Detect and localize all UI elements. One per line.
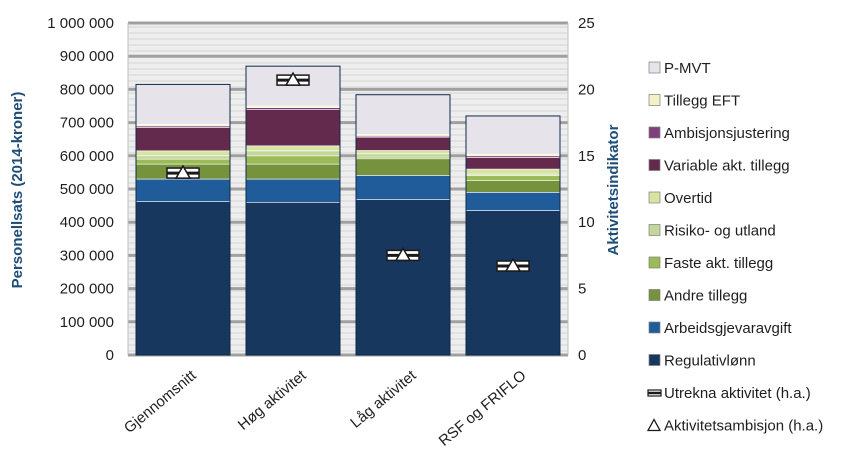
y-tick-label: 600 000 <box>60 148 114 165</box>
legend-label: Aktivitetsambisjon (h.a.) <box>664 418 823 435</box>
bar-segment <box>135 158 231 165</box>
bar-segment <box>355 153 451 158</box>
y2-axis-ticks: 0 5 10 15 20 25 <box>578 15 595 364</box>
bar-outline <box>245 65 341 356</box>
bar-segment <box>245 178 341 203</box>
marker-aktivitetsambisjon <box>284 71 302 86</box>
legend-label: Variable akt. tillegg <box>664 158 790 175</box>
legend-swatch <box>648 94 661 106</box>
bar-segment <box>355 158 451 176</box>
marker-aktivitetsambisjon <box>394 246 412 262</box>
bar-segment <box>135 155 231 160</box>
bar-segment <box>355 150 451 155</box>
legend-label: Tillegg EFT <box>664 93 740 110</box>
y-tick-label: 500 000 <box>60 181 114 198</box>
y-axis-title: Personellsats (2014-kroner) <box>9 92 26 289</box>
y2-tick-label: 25 <box>578 15 595 32</box>
y-tick-label: 0 <box>106 347 114 364</box>
bar-outline <box>135 83 231 356</box>
bar-segment <box>245 109 341 147</box>
x-tick-label: Gjennomsnitt <box>121 367 200 437</box>
y-tick-label: 100 000 <box>60 314 114 331</box>
y-tick-label: 800 000 <box>60 81 114 98</box>
legend-swatch <box>648 191 661 204</box>
legend-swatch <box>648 224 661 236</box>
marker-aktivitetsambisjon <box>174 164 192 179</box>
y2-axis-title: Aktivitetsindikator <box>605 124 622 255</box>
legend-swatch <box>648 354 661 366</box>
y-tick-label: 700 000 <box>60 115 114 132</box>
y2-tick-label: 5 <box>578 281 586 298</box>
legend-label: P-MVT <box>664 60 711 77</box>
legend-swatch <box>648 61 661 74</box>
bar-segment <box>245 150 341 157</box>
bar-segment <box>245 145 341 152</box>
marker-aktivitetsambisjon <box>504 257 522 272</box>
bar-segment <box>355 94 451 135</box>
bar-segment <box>135 84 231 125</box>
bar-segment <box>465 168 561 175</box>
y2-tick-label: 20 <box>578 81 595 98</box>
bar-segment <box>465 175 561 182</box>
bar-segment <box>135 150 231 157</box>
bar-segment <box>135 178 231 202</box>
legend: P-MVT Tillegg EFT Ambisjonsjustering Variab… <box>646 60 823 435</box>
x-axis-ticks: Gjennomsnitt Høg aktivitet Låg aktivitet RS… <box>121 367 530 450</box>
bar-segment <box>465 157 561 170</box>
bar-segment <box>465 115 561 155</box>
bar-outline <box>465 115 561 356</box>
legend-label: Arbeidsgjevaravgift <box>664 320 792 337</box>
bar-segment <box>355 199 451 356</box>
bar-segment <box>465 180 561 193</box>
legend-swatch <box>648 126 661 139</box>
bar-segment <box>465 192 561 211</box>
y-tick-label: 300 000 <box>60 247 114 264</box>
bar-segment <box>465 210 561 356</box>
y-tick-label: 200 000 <box>60 281 114 298</box>
y2-tick-label: 10 <box>578 214 595 231</box>
legend-swatch <box>648 256 661 269</box>
x-tick-label: RSF og FRIFLO <box>436 367 530 450</box>
bar-segment <box>245 155 341 165</box>
x-tick-label: Låg aktivitet <box>347 367 420 432</box>
y-axis-ticks: 0 100 000 200 000 300 000 400 000 500 000 600 … <box>47 15 114 364</box>
y2-tick-label: 15 <box>578 148 595 165</box>
bar-segment <box>355 175 451 200</box>
y-tick-label: 900 000 <box>60 48 114 65</box>
x-tick-label: Høg aktivitet <box>235 367 310 434</box>
legend-label: Overtid <box>664 190 712 207</box>
bar-segment <box>245 163 341 180</box>
legend-label: Regulativlønn <box>664 353 756 370</box>
y-tick-label: 400 000 <box>60 214 114 231</box>
legend-swatch-triangle <box>646 418 662 432</box>
legend-label: Ambisjonsjustering <box>664 125 790 142</box>
legend-label: Utrekna aktivitet (h.a.) <box>664 385 811 402</box>
y2-tick-label: 0 <box>578 347 586 364</box>
legend-label: Risiko- og utland <box>664 223 776 240</box>
legend-swatch <box>648 159 661 171</box>
legend-label: Andre tillegg <box>664 288 747 305</box>
legend-swatch <box>648 321 661 334</box>
bar-segment <box>135 201 231 356</box>
bar-segment <box>135 127 231 152</box>
bar-outline <box>355 94 451 356</box>
legend-swatch <box>648 289 661 301</box>
markers <box>166 71 530 272</box>
bar-segment <box>245 201 341 356</box>
bars <box>135 65 561 356</box>
legend-label: Faste akt. tillegg <box>664 255 773 272</box>
y-tick-label: 1 000 000 <box>47 15 114 32</box>
bar-segment <box>355 136 451 151</box>
